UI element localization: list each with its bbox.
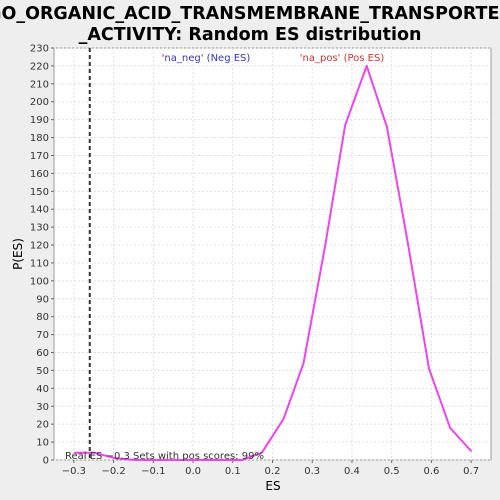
x-tick-label: −0.2 — [101, 466, 125, 477]
y-tick-label: 120 — [30, 241, 49, 252]
series-layer — [74, 64, 472, 461]
y-tick-label: 90 — [36, 294, 49, 305]
data-point — [302, 362, 305, 365]
x-tick-label: 0.5 — [384, 466, 400, 477]
data-point — [173, 459, 176, 461]
y-tick-label: 190 — [30, 115, 49, 126]
x-axis-ticks: −0.3 −0.2 −0.1 0.0 0.1 0.2 0.3 0.4 0.5 0.6 0.7 — [62, 460, 479, 477]
legend-neg-label: 'na_neg' (Neg ES) — [162, 53, 251, 64]
x-tick-label: 0.7 — [463, 466, 479, 477]
data-point — [193, 459, 196, 461]
chart-title-line-1: GO_ORGANIC_ACID_TRANSMEMBRANE_TRANSPORTE… — [0, 4, 500, 24]
data-point — [386, 126, 388, 128]
x-tick-label: 0.6 — [423, 466, 439, 477]
x-tick-label: 0.1 — [225, 466, 241, 477]
y-tick-label: 160 — [30, 169, 49, 180]
x-tick-label: −0.1 — [141, 466, 165, 477]
data-point — [113, 457, 116, 460]
y-axis-ticks: 0 10 20 30 40 50 60 70 80 90 100 110 120 130 140 150 160… — [30, 44, 54, 467]
x-tick-label: −0.3 — [62, 466, 86, 477]
y-tick-label: 20 — [36, 420, 49, 431]
y-tick-label: 180 — [30, 133, 49, 144]
data-point — [406, 240, 409, 243]
y-tick-label: 110 — [30, 258, 49, 269]
data-point — [233, 459, 235, 461]
y-tick-label: 10 — [36, 438, 49, 449]
data-point — [74, 452, 76, 454]
data-point — [94, 452, 96, 454]
y-tick-label: 0 — [43, 456, 49, 467]
x-tick-label: 0.4 — [344, 466, 360, 477]
x-tick-label: 0.2 — [265, 466, 281, 477]
y-tick-label: 220 — [30, 61, 49, 72]
y-tick-label: 210 — [30, 79, 49, 90]
y-tick-label: 70 — [36, 330, 49, 341]
y-tick-label: 50 — [36, 366, 49, 377]
data-point — [153, 459, 156, 461]
data-point — [470, 450, 472, 452]
data-point — [213, 459, 215, 461]
y-tick-label: 100 — [30, 276, 49, 287]
y-tick-label: 60 — [36, 348, 49, 359]
data-point — [241, 459, 243, 461]
data-point — [282, 418, 285, 420]
data-point — [449, 426, 451, 429]
y-tick-label: 140 — [30, 205, 49, 216]
x-axis-label: ES — [265, 479, 280, 493]
chart-title-line-2: _ACTIVITY: Random ES distribution — [79, 25, 422, 45]
grid-lines — [54, 47, 491, 461]
y-tick-label: 200 — [30, 97, 49, 108]
y-tick-label: 30 — [36, 402, 49, 413]
y-tick-label: 150 — [30, 187, 49, 198]
data-point — [260, 452, 263, 454]
y-tick-label: 130 — [30, 223, 49, 234]
y-tick-label: 40 — [36, 384, 49, 395]
x-tick-label: 0.3 — [304, 466, 320, 477]
y-axis-label: P(ES) — [11, 238, 25, 270]
real-es-annotation: Real ES −0.3 Sets with pos scores: 99% — [65, 451, 264, 462]
data-point — [428, 367, 430, 370]
x-tick-label: 0.0 — [185, 466, 201, 477]
data-point — [365, 65, 368, 67]
data-point — [344, 124, 347, 126]
data-point — [324, 244, 327, 246]
y-tick-label: 80 — [36, 312, 49, 323]
y-tick-label: 230 — [30, 44, 49, 55]
y-tick-label: 170 — [30, 151, 49, 162]
legend-pos-label: 'na_pos' (Pos ES) — [300, 53, 385, 64]
data-point — [133, 459, 136, 461]
